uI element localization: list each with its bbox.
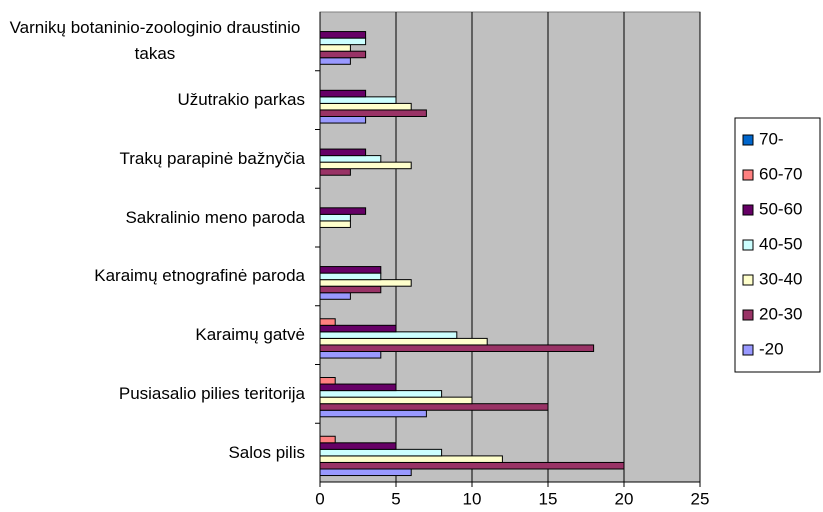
legend-label: 20-30	[759, 304, 802, 323]
bar	[319, 220, 351, 228]
bar	[319, 50, 367, 59]
legend-swatch	[742, 239, 754, 251]
bar	[319, 344, 595, 352]
bar	[319, 285, 382, 294]
y-tick-label: Karaimų etnografinė paroda	[94, 266, 305, 286]
bar	[319, 324, 397, 333]
legend-label: 50-60	[759, 199, 802, 218]
y-tick-label-box: Trakų parapinė bažnyčia	[119, 130, 305, 189]
bar	[319, 331, 458, 339]
bar	[319, 442, 397, 450]
y-tick-label-box: Pusiasalio pilies teritorija	[119, 365, 305, 424]
bar	[319, 155, 382, 163]
legend-label: -20	[759, 339, 784, 358]
bar	[319, 279, 412, 287]
y-tick-label: Pusiasalio pilies teritorija	[118, 383, 305, 403]
y-tick-label: Karaimų gatvė	[195, 325, 305, 345]
bar	[319, 266, 382, 274]
y-tick-label: Sakralinio meno paroda	[125, 207, 305, 227]
bar	[319, 57, 351, 65]
bar	[319, 337, 488, 346]
y-tick-label-box: Varnikų botaninio-zoologinio draustinio …	[5, 12, 305, 71]
bar	[319, 468, 412, 477]
bar	[319, 44, 351, 52]
bar	[319, 435, 336, 444]
bar	[319, 409, 427, 418]
bar	[319, 31, 367, 39]
legend-swatch	[742, 274, 754, 286]
bar	[319, 350, 382, 359]
legend-swatch	[742, 134, 754, 146]
bar	[319, 207, 367, 215]
legend-label: 40-50	[759, 234, 802, 253]
legend-label: 30-40	[759, 269, 802, 288]
legend-swatch	[742, 204, 754, 216]
x-tick-label: 10	[463, 489, 482, 508]
bar	[319, 213, 351, 222]
y-tick-label-box: Užutrakio parkas	[177, 71, 305, 130]
x-tick-label: 15	[539, 489, 558, 508]
bar	[319, 292, 351, 300]
y-tick-label: Užutrakio parkas	[177, 90, 305, 110]
bar	[319, 89, 367, 98]
legend-label: 60-70	[759, 164, 802, 183]
bar	[319, 102, 412, 111]
legend-swatch	[742, 344, 754, 356]
x-tick-label: 25	[691, 489, 710, 508]
bar	[319, 396, 473, 405]
legend-swatch	[742, 169, 754, 181]
legend-label: 70-	[759, 129, 784, 148]
x-tick-label: 0	[315, 489, 324, 508]
bar	[319, 272, 382, 281]
bar	[319, 455, 503, 463]
bar	[319, 109, 427, 117]
bar	[319, 383, 397, 392]
y-tick-label: Salos pilis	[228, 442, 305, 462]
bar	[319, 377, 336, 385]
bar	[319, 168, 351, 176]
bar	[319, 318, 336, 326]
y-tick-label-box: Sakralinio meno paroda	[125, 188, 305, 247]
bar	[319, 403, 549, 411]
y-tick-label-box: Karaimų gatvė	[195, 306, 305, 365]
bar	[319, 96, 397, 104]
legend-swatch	[742, 309, 754, 321]
bar	[319, 448, 443, 457]
bar	[319, 148, 367, 157]
x-tick-label: 5	[391, 489, 400, 508]
bar	[319, 461, 625, 470]
bar	[319, 115, 367, 124]
y-tick-label: Varnikų botaninio-zoologinio draustinio …	[9, 18, 301, 64]
y-tick-label-box: Salos pilis	[228, 423, 305, 482]
y-tick-label-box: Karaimų etnografinė paroda	[94, 247, 305, 306]
bar	[319, 37, 367, 46]
y-tick-label: Trakų parapinė bažnyčia	[119, 148, 305, 168]
bar	[319, 390, 443, 398]
bar	[319, 161, 412, 170]
x-tick-label: 20	[615, 489, 634, 508]
